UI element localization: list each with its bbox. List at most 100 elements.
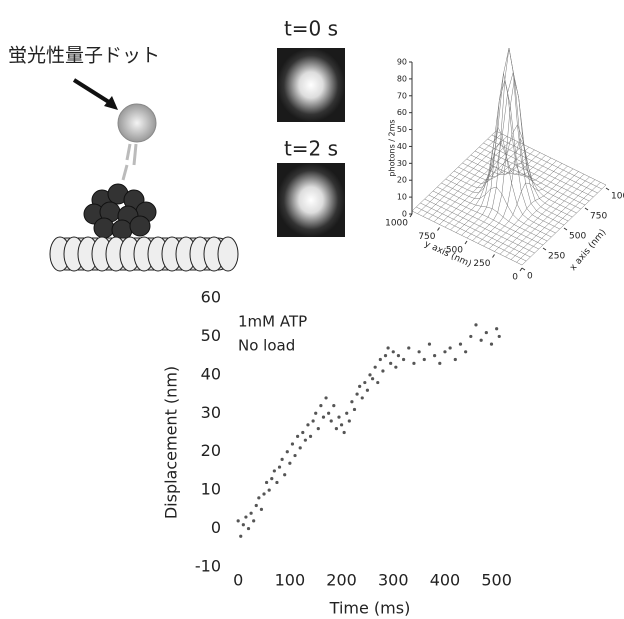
data-point (262, 492, 265, 495)
x-tick (543, 248, 546, 250)
data-point (485, 331, 488, 334)
x-tick-label: 0 (527, 272, 533, 282)
data-point (345, 412, 348, 415)
data-point (428, 343, 431, 346)
data-point (283, 473, 286, 476)
data-point (433, 354, 436, 357)
z-tick-label: 30 (397, 159, 407, 168)
data-point (317, 427, 320, 430)
data-point (386, 346, 389, 349)
data-point (368, 373, 371, 376)
data-point (309, 435, 312, 438)
y-tick (520, 268, 522, 271)
data-point (301, 431, 304, 434)
data-point (366, 389, 369, 392)
data-point (454, 358, 457, 361)
data-point (402, 358, 405, 361)
data-point (407, 346, 410, 349)
data-point (469, 335, 472, 338)
x-tick-label: 1000 (611, 192, 624, 202)
data-point (244, 515, 247, 518)
data-point (394, 366, 397, 369)
y-tick-label: 10 (201, 480, 221, 499)
data-point (449, 346, 452, 349)
x-tick-label: 100 (275, 571, 306, 590)
y-tick-label: -10 (195, 557, 221, 576)
data-point (268, 489, 271, 492)
data-point (353, 408, 356, 411)
data-point (363, 381, 366, 384)
data-point (252, 519, 255, 522)
data-point (335, 427, 338, 430)
x-tick-label: 500 (481, 571, 512, 590)
data-point (389, 362, 392, 365)
data-point (296, 435, 299, 438)
x-tick-label: 200 (326, 571, 357, 590)
data-point (498, 335, 501, 338)
data-point (312, 419, 315, 422)
x-tick-label: 0 (233, 571, 243, 590)
y-tick-label: 50 (201, 326, 221, 345)
data-point (306, 423, 309, 426)
data-point (384, 354, 387, 357)
figure: 蛍光性量子ドット t=0 s t=2 s -100102030405060010… (0, 0, 624, 619)
frame-label: t=2 s (284, 137, 338, 161)
data-point (304, 439, 307, 442)
data-point (255, 504, 258, 507)
y-tick (493, 255, 495, 258)
data-point (288, 462, 291, 465)
x-tick (585, 208, 588, 210)
data-point (242, 523, 245, 526)
frame-image (277, 48, 345, 122)
data-point (355, 392, 358, 395)
data-point (350, 400, 353, 403)
data-point (381, 369, 384, 372)
data-point (275, 481, 278, 484)
data-point (392, 350, 395, 353)
data-point (495, 327, 498, 330)
y-tick (438, 228, 440, 231)
x-tick (522, 268, 525, 270)
annotation: 1mM ATP (238, 313, 307, 331)
data-point (337, 416, 340, 419)
data-point (291, 442, 294, 445)
data-point (358, 385, 361, 388)
z-tick-label: 70 (397, 91, 407, 100)
data-point (257, 496, 260, 499)
data-point (490, 343, 493, 346)
y-tick-label: 250 (473, 259, 490, 269)
data-point (324, 396, 327, 399)
x-axis-label: Time (ms) (329, 599, 411, 618)
y-tick-label: 30 (201, 403, 221, 422)
data-point (249, 512, 252, 515)
data-point (348, 419, 351, 422)
x-tick (564, 228, 567, 230)
data-point (480, 339, 483, 342)
x-tick-label: 500 (569, 232, 586, 242)
data-point (343, 431, 346, 434)
data-point (443, 350, 446, 353)
x-tick (606, 188, 609, 190)
data-point (374, 366, 377, 369)
data-point (293, 454, 296, 457)
z-tick-label: 0 (402, 210, 407, 219)
data-point (260, 508, 263, 511)
data-point (247, 527, 250, 530)
z-tick-label: 10 (397, 193, 407, 202)
data-point (418, 350, 421, 353)
data-point (322, 416, 325, 419)
y-tick-label: 0 (512, 273, 518, 283)
illustration: 蛍光性量子ドット t=0 s t=2 s (8, 17, 345, 272)
data-point (330, 419, 333, 422)
z-tick-label: 90 (397, 58, 407, 67)
data-point (265, 481, 268, 484)
y-tick-label: 40 (201, 364, 221, 383)
z-tick-label: 80 (397, 74, 407, 83)
data-point (371, 377, 374, 380)
y-axis-label: Displacement (nm) (162, 366, 181, 519)
frame-image (277, 163, 345, 237)
x-tick-label: 400 (430, 571, 461, 590)
y-tick-label: 0 (211, 518, 221, 537)
data-point (332, 404, 335, 407)
x-tick-label: 250 (548, 252, 565, 262)
